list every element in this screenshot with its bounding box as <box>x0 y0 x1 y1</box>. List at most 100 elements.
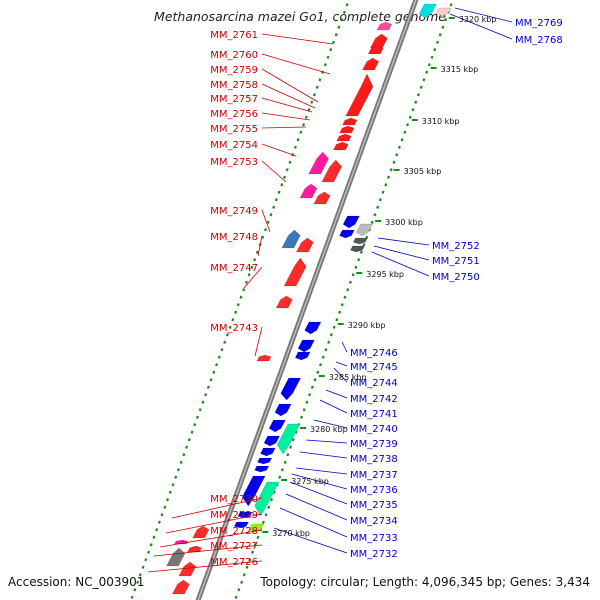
tick-track-dot <box>308 393 312 397</box>
tick-track-dot <box>285 168 289 172</box>
tick-track-dot <box>293 145 297 149</box>
gene-label-forward: MM_2757 <box>210 94 258 105</box>
tick-track-dot <box>310 385 314 389</box>
tick-track-dot <box>340 303 344 307</box>
tick-track-dot <box>299 130 303 134</box>
tick-track-dot <box>343 295 347 299</box>
tick-track-dot <box>359 250 363 254</box>
tick-track-dot <box>155 528 159 532</box>
label-leader <box>261 143 297 157</box>
gene-feature <box>304 321 322 335</box>
label-leader <box>261 209 271 233</box>
tick-track-dot <box>171 483 175 487</box>
gene-feature <box>342 215 360 229</box>
tick-track-dot <box>267 505 271 509</box>
tick-track-dot <box>272 205 276 209</box>
tick-track-dot <box>433 48 437 52</box>
label-leader <box>257 235 263 257</box>
label-leader <box>159 529 263 548</box>
tick-track-dot <box>329 333 333 337</box>
tick-track-dot <box>253 258 257 262</box>
label-leader <box>289 481 348 505</box>
accession-text: Accession: NC_003901 <box>8 575 145 589</box>
tick-track-dot <box>302 123 306 127</box>
gene-label-forward: MM_2755 <box>210 124 258 135</box>
tick-track-dot <box>315 85 319 89</box>
tick-track-dot <box>302 408 306 412</box>
tick-track-dot <box>278 475 282 479</box>
gene-label-reverse: MM_2737 <box>350 470 398 481</box>
gene-label-reverse: MM_2751 <box>432 256 480 267</box>
tick-track-dot <box>163 505 167 509</box>
tick-track-dot <box>234 595 238 599</box>
label-leader <box>299 451 348 459</box>
gene-feature <box>313 191 331 205</box>
tick-track-dot <box>373 213 377 217</box>
gene-label-reverse: MM_2738 <box>350 454 398 465</box>
gene-feature <box>294 351 311 361</box>
tick-track-dot <box>270 498 274 502</box>
tick-track-dot <box>190 430 194 434</box>
gene-label-forward: MM_2760 <box>210 50 258 61</box>
gene-feature <box>268 419 286 433</box>
tick-track-dot <box>438 33 442 37</box>
tick-track-dot <box>280 183 284 187</box>
gene-label-forward: MM_2754 <box>210 140 258 151</box>
label-leader <box>261 68 319 103</box>
tick-track-dot <box>307 108 311 112</box>
tick-track-dot <box>256 535 260 539</box>
tick-track-dot <box>274 198 278 202</box>
tick-track-dot <box>286 453 290 457</box>
tick-track-dot <box>335 318 339 322</box>
tick-track-dot <box>277 190 281 194</box>
tick-track-dot <box>334 33 338 37</box>
label-leader <box>285 493 348 521</box>
tick-track-dot <box>160 513 164 517</box>
label-leader <box>273 527 348 554</box>
gene-feature <box>281 229 301 249</box>
label-leader <box>254 326 263 357</box>
gene-feature <box>263 435 281 447</box>
label-leader <box>147 560 263 573</box>
gene-feature <box>254 465 270 473</box>
tick-track-dot <box>294 430 298 434</box>
tick-track-dot <box>326 55 330 59</box>
gene-label-reverse: MM_2740 <box>350 424 398 435</box>
scale-tick-label: 3300 kbp <box>385 218 423 227</box>
tick-track-dot <box>247 273 251 277</box>
label-leader <box>243 266 263 289</box>
gene-label-forward: MM_2749 <box>210 206 258 217</box>
tick-track-dot <box>176 468 180 472</box>
tick-track-dot <box>378 198 382 202</box>
label-leader <box>373 245 430 261</box>
tick-track-dot <box>138 573 142 577</box>
tick-track-dot <box>400 138 404 142</box>
scale-tick-label: 3280 kbp <box>310 425 348 434</box>
gene-feature <box>260 447 276 457</box>
gene-label-forward: MM_2758 <box>210 80 258 91</box>
tick-track-dot <box>327 340 331 344</box>
label-leader <box>335 361 348 367</box>
tick-track-dot <box>236 303 240 307</box>
tick-track-dot <box>168 490 172 494</box>
tick-track-dot <box>209 378 213 382</box>
scale-tick-label: 3275 kbp <box>291 477 329 486</box>
tick-track-dot <box>441 25 445 29</box>
tick-track-dot <box>362 243 366 247</box>
tick-track-dot <box>234 310 238 314</box>
gene-label-reverse: MM_2752 <box>432 241 480 252</box>
tick-track-dot <box>266 220 270 224</box>
gene-label-reverse: MM_2735 <box>350 500 398 511</box>
tick-track-dot <box>141 565 145 569</box>
tick-track-dot <box>444 18 448 22</box>
tick-track-dot <box>179 460 183 464</box>
label-leader <box>261 112 311 121</box>
gene-label-reverse: MM_2744 <box>350 378 398 389</box>
scale-tick-label: 3290 kbp <box>348 321 386 330</box>
gene-feature <box>296 237 314 253</box>
tick-track-dot <box>318 78 322 82</box>
gene-feature <box>339 125 355 134</box>
gene-feature <box>254 481 280 517</box>
tick-track-dot <box>354 265 358 269</box>
tick-track-dot <box>144 558 148 562</box>
